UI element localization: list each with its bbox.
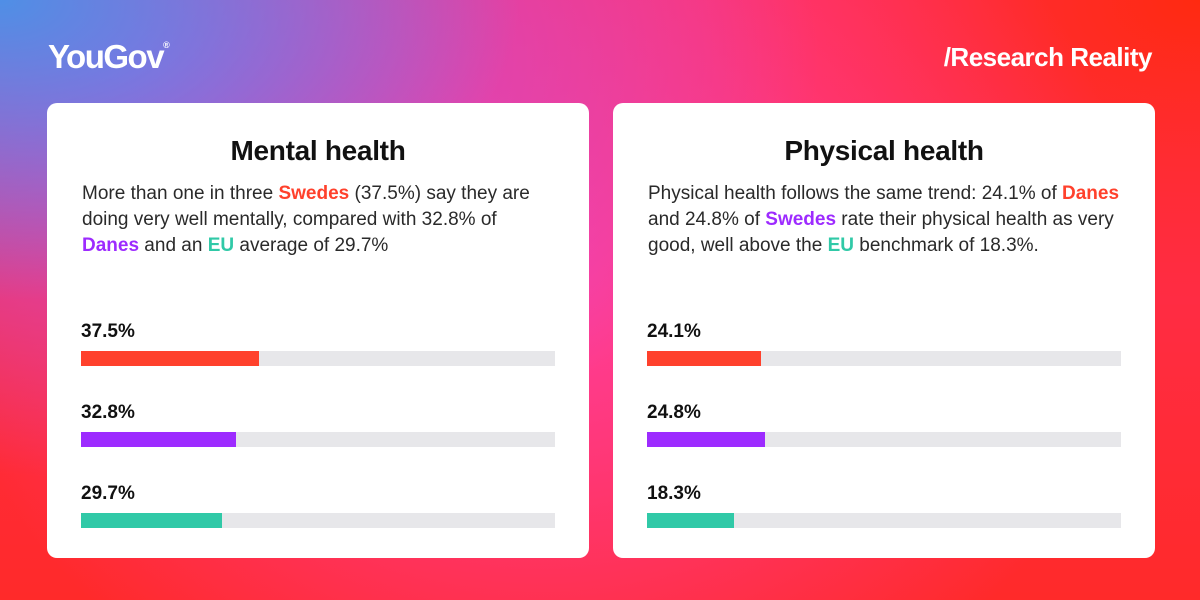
logo-text: YouGov xyxy=(48,38,165,75)
bar-value-label: 24.1% xyxy=(647,321,701,342)
highlight-term: EU xyxy=(207,235,235,256)
bar-track xyxy=(81,351,555,366)
description-text: and 24.8% of xyxy=(648,209,766,230)
bar-row: 37.5% xyxy=(81,321,555,402)
description-text: Physical health follows the same trend: … xyxy=(648,183,1063,204)
description-text: More than one in three xyxy=(82,183,279,204)
bar-chart: 24.1% 24.8% 18.3% xyxy=(647,321,1121,564)
bar-value-label: 29.7% xyxy=(81,483,135,504)
bar-track xyxy=(647,432,1121,447)
bar-chart: 37.5% 32.8% 29.7% xyxy=(81,321,555,564)
yougov-logo: YouGov® xyxy=(48,38,170,76)
description-text: and an xyxy=(139,235,208,256)
bar-value-label: 37.5% xyxy=(81,321,135,342)
bar xyxy=(81,351,259,366)
bar-value-label: 32.8% xyxy=(81,402,135,423)
bar-row: 24.1% xyxy=(647,321,1121,402)
description-text: (37.5%) say they are doing very well men… xyxy=(82,183,530,230)
bar xyxy=(647,351,762,366)
highlight-term: Swedes xyxy=(278,183,350,204)
physical-health-card: Physical health Physical health follows … xyxy=(613,103,1155,558)
bar-row: 29.7% xyxy=(81,483,555,564)
card-description: More than one in three Swedes (37.5%) sa… xyxy=(82,181,555,259)
bar xyxy=(647,513,734,528)
bar xyxy=(647,432,765,447)
bar-track xyxy=(647,513,1121,528)
highlight-term: Danes xyxy=(82,235,140,256)
card-title: Mental health xyxy=(230,135,406,166)
bar-row: 24.8% xyxy=(647,402,1121,483)
bar xyxy=(81,432,237,447)
bar-value-label: 24.8% xyxy=(647,402,701,423)
card-description: Physical health follows the same trend: … xyxy=(648,181,1121,259)
highlight-term: Swedes xyxy=(765,209,837,230)
bar-value-label: 18.3% xyxy=(647,483,701,504)
description-text: average of 29.7% xyxy=(234,235,389,256)
mental-health-card: Mental health More than one in three Swe… xyxy=(47,103,589,558)
card-title: Physical health xyxy=(784,135,984,166)
description-text: rate their physical health as very good,… xyxy=(648,209,1114,256)
registered-mark: ® xyxy=(163,40,170,50)
highlight-term: EU xyxy=(827,235,854,256)
bar-track xyxy=(647,351,1121,366)
highlight-term: Danes xyxy=(1062,183,1120,204)
bar-track xyxy=(81,513,555,528)
tagline: /Research Reality xyxy=(943,42,1153,72)
description-text: benchmark of 18.3%. xyxy=(853,235,1039,256)
bar-track xyxy=(81,432,555,447)
bar xyxy=(81,513,222,528)
bar-row: 18.3% xyxy=(647,483,1121,564)
bar-row: 32.8% xyxy=(81,402,555,483)
